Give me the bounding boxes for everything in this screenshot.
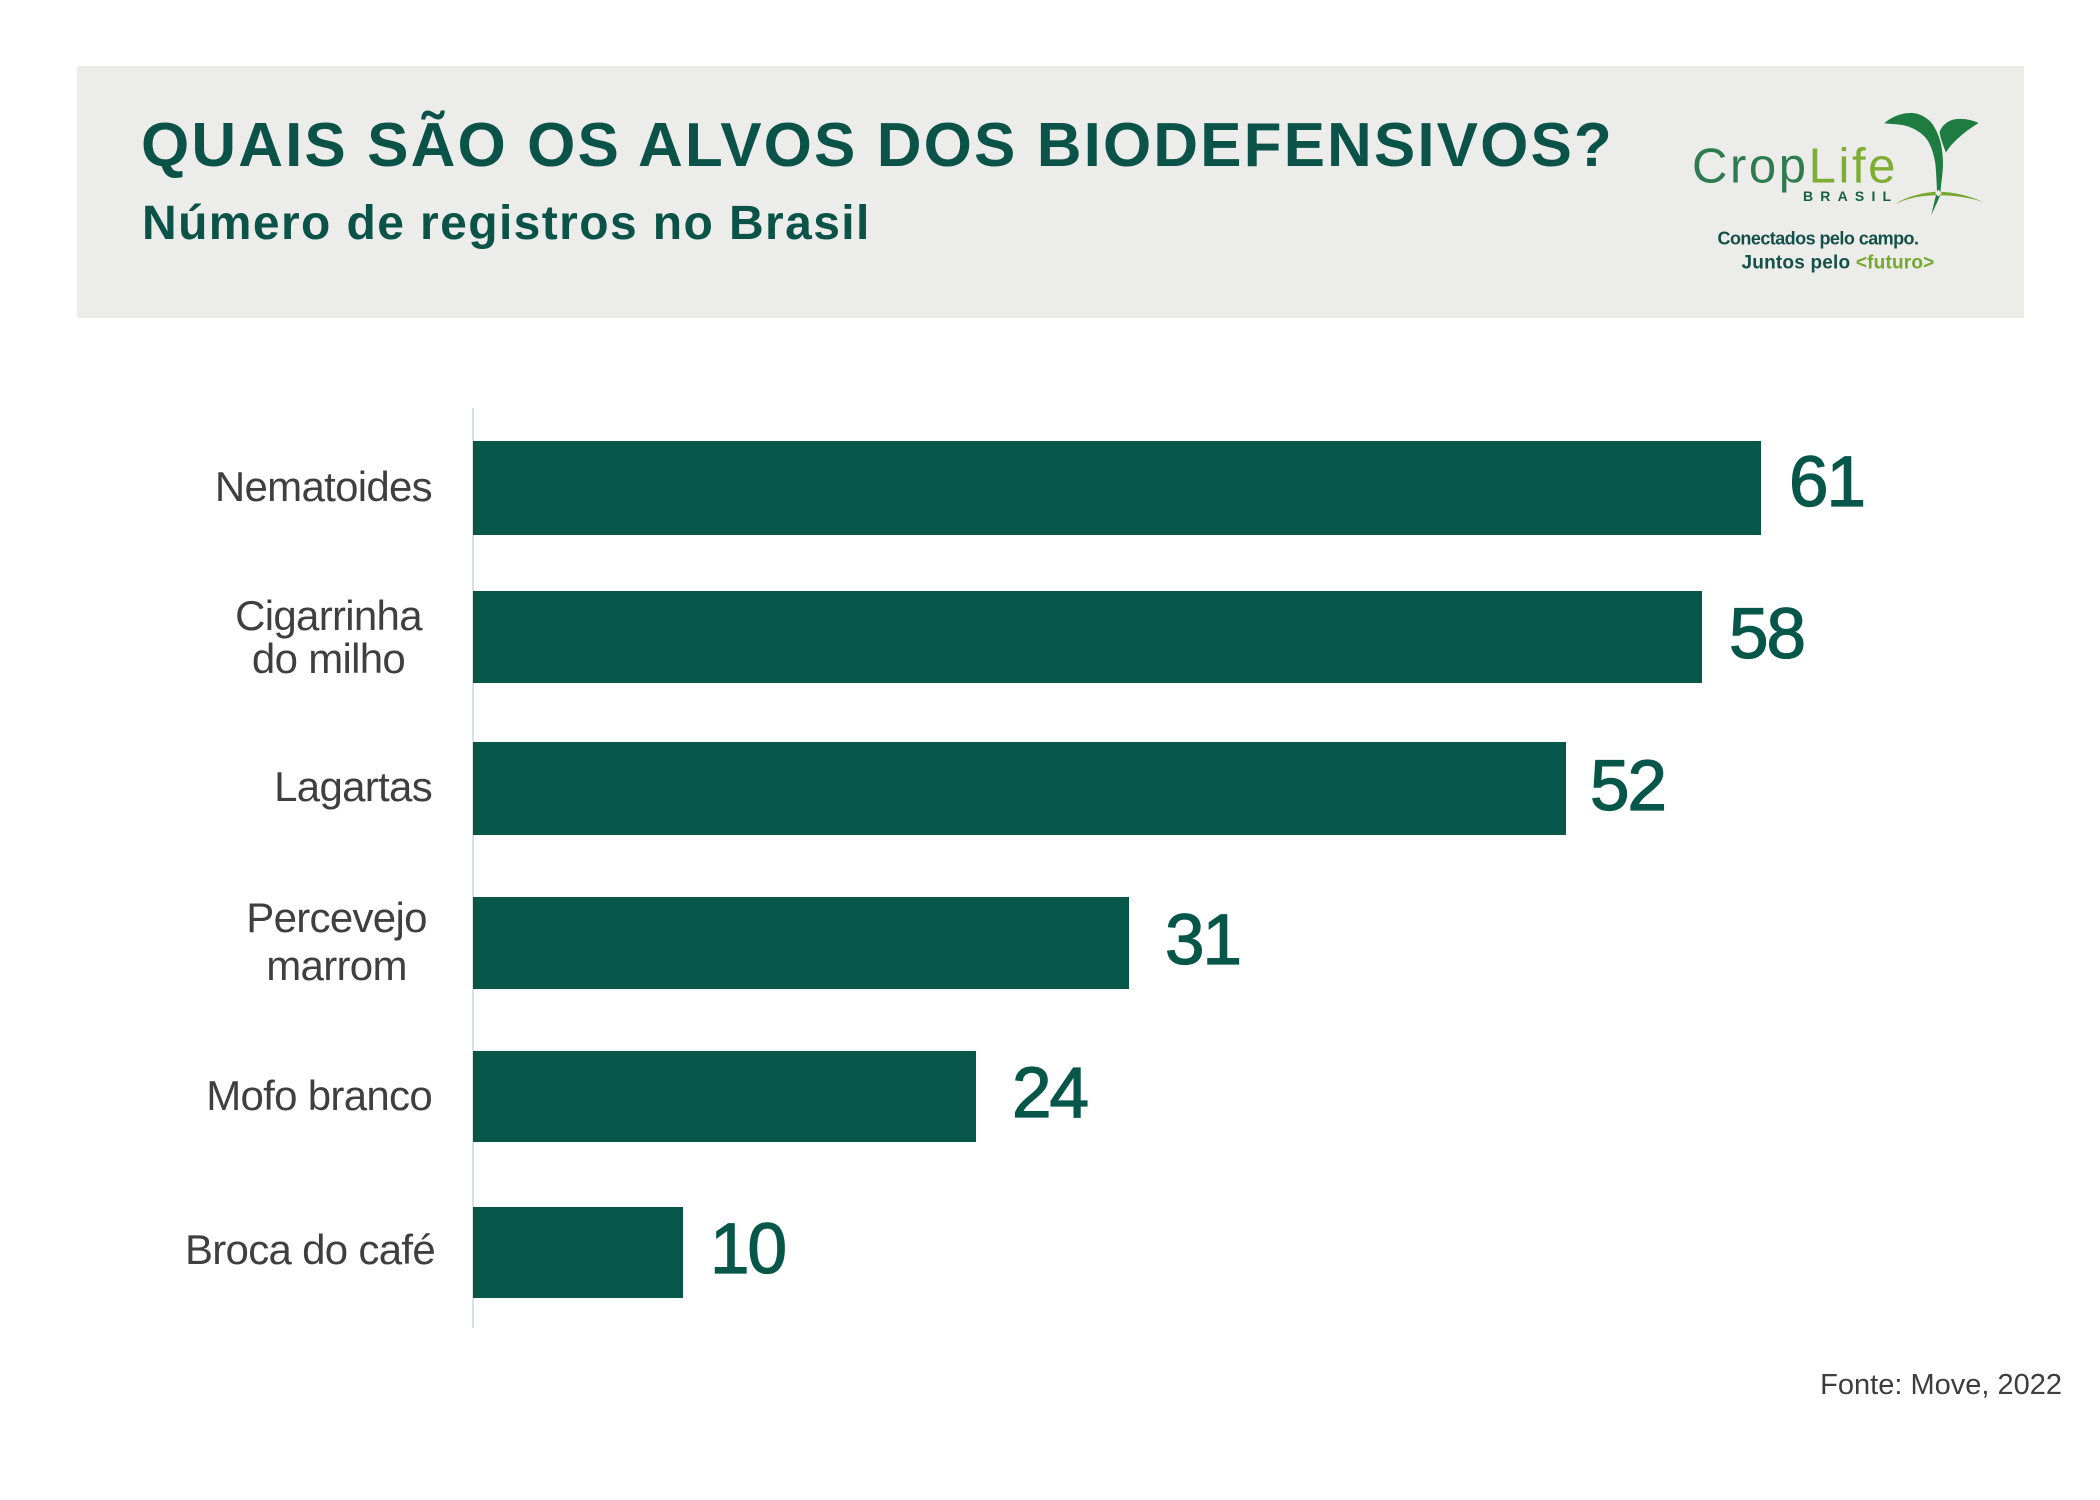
svg-text:CropLife: CropLife (1692, 140, 1898, 194)
svg-text:BRASIL: BRASIL (1803, 188, 1898, 204)
svg-text:Conectados pelo campo.: Conectados pelo campo. (1718, 228, 1919, 248)
svg-text:Juntos pelo <futuro>: Juntos pelo <futuro> (1742, 252, 1935, 273)
